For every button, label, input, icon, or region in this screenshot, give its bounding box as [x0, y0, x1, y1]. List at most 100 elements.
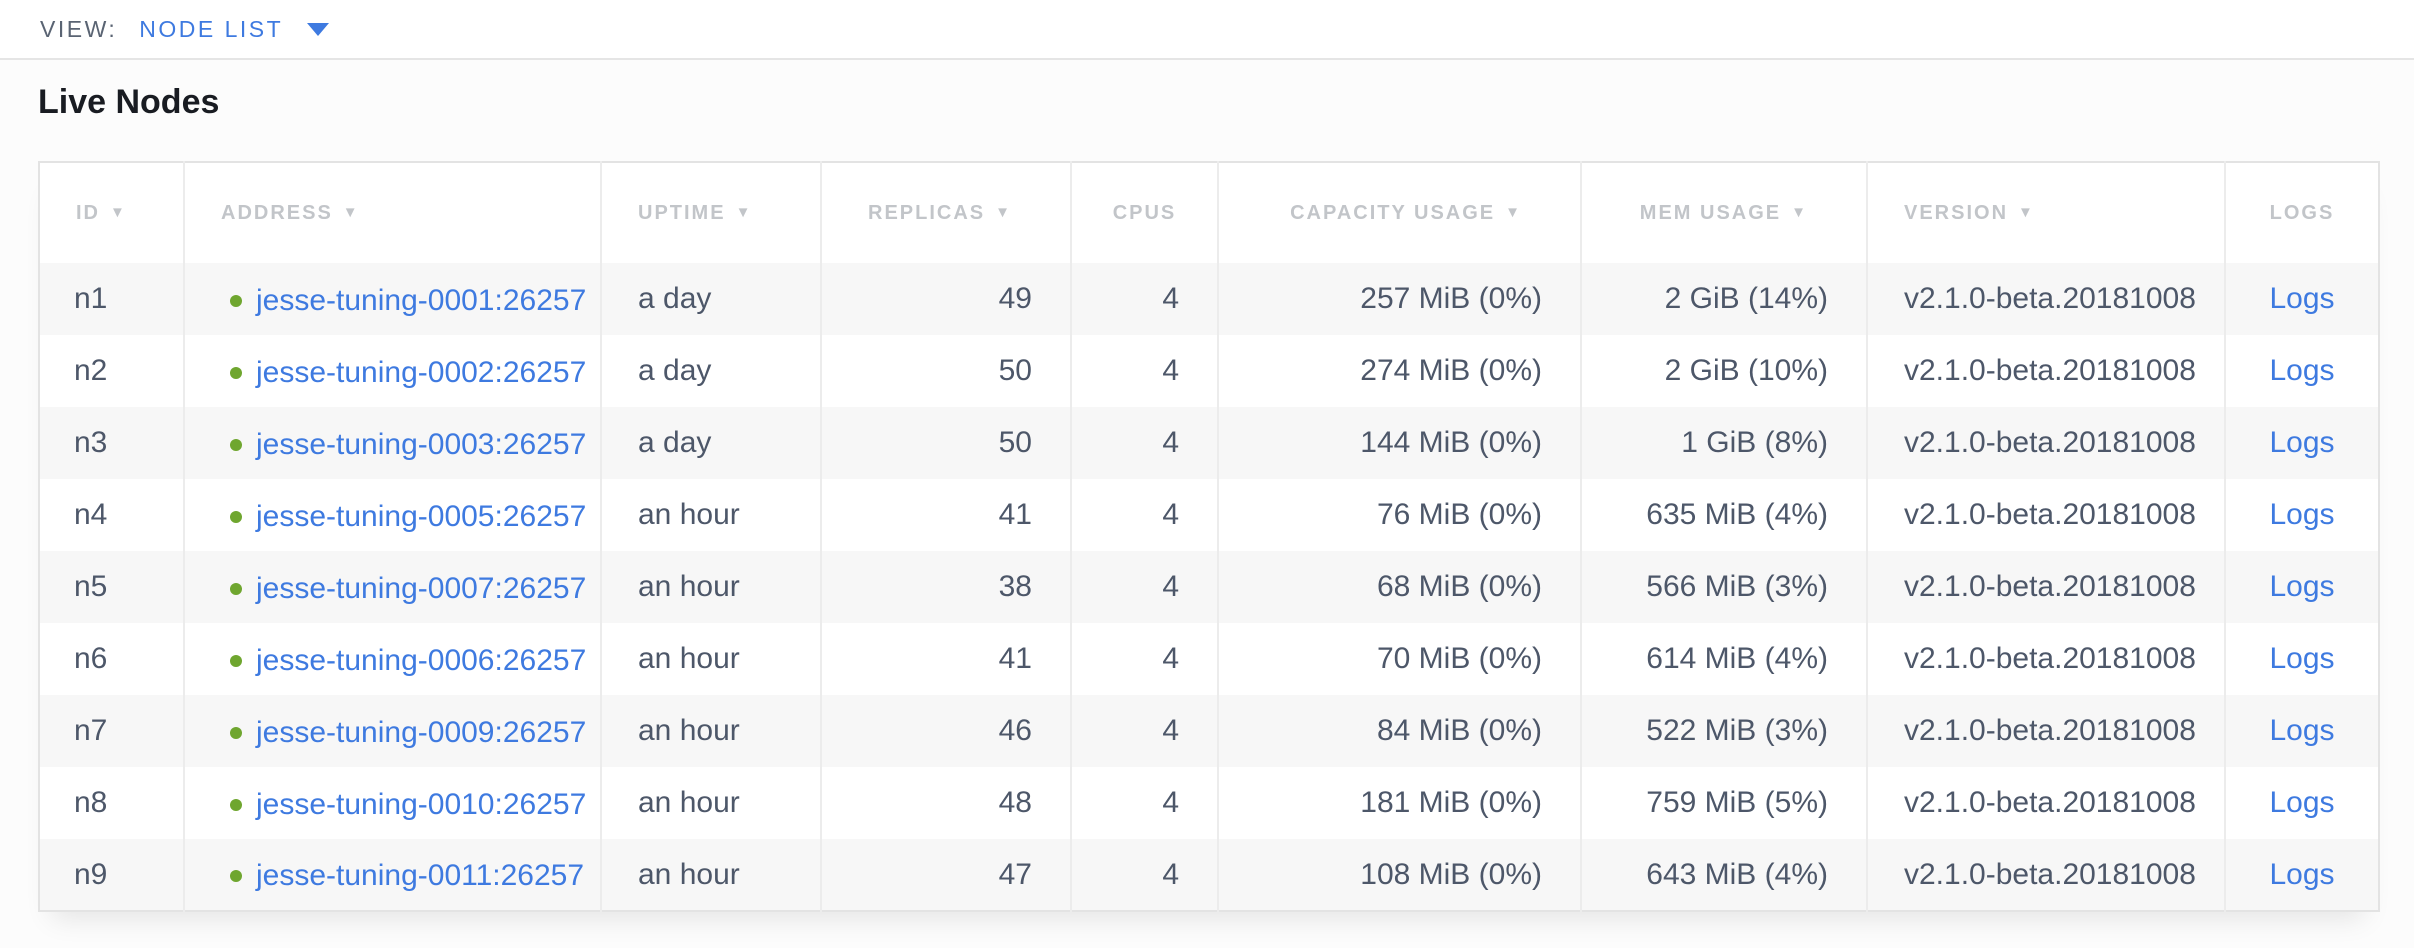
node-version-cell: v2.1.0-beta.20181008 — [1867, 695, 2226, 767]
node-status-up-icon — [230, 798, 242, 811]
node-status-up-icon — [230, 582, 242, 595]
node-mem-cell: 614 MiB (4%) — [1581, 623, 1868, 695]
node-address-cell: jesse-tuning-0010:26257 — [184, 767, 602, 839]
node-capacity-cell: 108 MiB (0%) — [1218, 839, 1582, 911]
node-uptime-cell: an hour — [601, 479, 822, 551]
node-address-link[interactable]: jesse-tuning-0011:26257 — [230, 859, 584, 893]
node-address-cell: jesse-tuning-0011:26257 — [184, 839, 602, 911]
node-cpus-cell: 4 — [1071, 407, 1219, 479]
column-label: VERSION — [1904, 201, 2009, 224]
node-logs-cell: Logs — [2225, 479, 2379, 551]
node-id-cell: n8 — [39, 767, 185, 839]
view-bar: VIEW: NODE LIST — [0, 0, 2414, 60]
node-logs-cell: Logs — [2225, 839, 2379, 911]
sort-desc-icon: ▼ — [1791, 203, 1808, 221]
column-header-cpus: CPUS — [1071, 162, 1219, 263]
node-row: n3 jesse-tuning-0003:26257 a day 50 4 144 MiB… — [39, 407, 2379, 479]
node-mem-cell: 643 MiB (4%) — [1581, 839, 1868, 911]
node-status-up-icon — [230, 654, 242, 667]
node-address-link[interactable]: jesse-tuning-0001:26257 — [230, 284, 586, 318]
node-logs-link[interactable]: Logs — [2269, 354, 2335, 387]
node-row: n6 jesse-tuning-0006:26257 an hour 41 4 70 Mi… — [39, 623, 2379, 695]
column-header-mem[interactable]: MEM USAGE ▼ — [1581, 162, 1868, 263]
node-uptime-cell: a day — [601, 407, 822, 479]
node-replicas-cell: 50 — [821, 335, 1072, 407]
node-replicas-cell: 49 — [821, 263, 1072, 335]
node-address-link[interactable]: jesse-tuning-0002:26257 — [230, 356, 586, 390]
node-row: n8 jesse-tuning-0010:26257 an hour 48 4 181 M… — [39, 767, 2379, 839]
node-logs-link[interactable]: Logs — [2269, 786, 2335, 819]
node-mem-cell: 566 MiB (3%) — [1581, 551, 1868, 623]
node-replicas-cell: 38 — [821, 551, 1072, 623]
chevron-down-icon — [307, 22, 330, 36]
page-title: Live Nodes — [38, 83, 220, 121]
node-replicas-cell: 46 — [821, 695, 1072, 767]
node-status-up-icon — [230, 510, 242, 523]
node-address-cell: jesse-tuning-0007:26257 — [184, 551, 602, 623]
node-address-link[interactable]: jesse-tuning-0007:26257 — [230, 572, 586, 606]
node-id-cell: n1 — [39, 263, 185, 335]
node-logs-link[interactable]: Logs — [2269, 498, 2335, 531]
node-replicas-cell: 50 — [821, 407, 1072, 479]
node-address-text: jesse-tuning-0011:26257 — [256, 859, 585, 892]
column-header-replicas[interactable]: REPLICAS ▼ — [821, 162, 1072, 263]
node-logs-link[interactable]: Logs — [2269, 426, 2335, 459]
node-address-link[interactable]: jesse-tuning-0010:26257 — [230, 788, 586, 822]
sort-desc-icon: ▼ — [735, 203, 753, 221]
node-logs-cell: Logs — [2225, 407, 2379, 479]
node-address-link[interactable]: jesse-tuning-0005:26257 — [230, 500, 586, 534]
node-replicas-cell: 47 — [821, 839, 1072, 911]
column-label: ADDRESS — [221, 201, 333, 224]
node-address-cell: jesse-tuning-0003:26257 — [184, 407, 602, 479]
node-capacity-cell: 76 MiB (0%) — [1218, 479, 1582, 551]
node-status-up-icon — [230, 366, 242, 379]
sort-desc-icon: ▼ — [995, 203, 1012, 221]
view-selector[interactable]: NODE LIST — [139, 16, 330, 43]
node-cpus-cell: 4 — [1071, 767, 1219, 839]
node-capacity-cell: 68 MiB (0%) — [1218, 551, 1582, 623]
node-logs-link[interactable]: Logs — [2269, 570, 2335, 603]
column-header-uptime[interactable]: UPTIME ▼ — [601, 162, 822, 263]
node-uptime-cell: an hour — [601, 767, 822, 839]
view-label: VIEW: — [40, 15, 118, 42]
node-cpus-cell: 4 — [1071, 335, 1219, 407]
node-cpus-cell: 4 — [1071, 263, 1219, 335]
node-id-cell: n2 — [39, 335, 185, 407]
node-version-cell: v2.1.0-beta.20181008 — [1867, 551, 2226, 623]
sort-desc-icon: ▼ — [2018, 203, 2035, 221]
column-header-version[interactable]: VERSION ▼ — [1867, 162, 2226, 263]
node-address-text: jesse-tuning-0006:26257 — [256, 643, 587, 677]
node-address-cell: jesse-tuning-0009:26257 — [184, 695, 602, 767]
node-mem-cell: 635 MiB (4%) — [1581, 479, 1868, 551]
column-header-address[interactable]: ADDRESS ▼ — [184, 162, 602, 263]
node-logs-cell: Logs — [2225, 695, 2379, 767]
node-logs-link[interactable]: Logs — [2269, 857, 2335, 891]
node-row: n1 jesse-tuning-0001:26257 a day 49 4 257 MiB… — [39, 263, 2379, 335]
node-mem-cell: 1 GiB (8%) — [1581, 407, 1868, 479]
node-logs-link[interactable]: Logs — [2269, 282, 2335, 315]
node-capacity-cell: 274 MiB (0%) — [1218, 335, 1582, 407]
column-label: CPUS — [1112, 201, 1177, 224]
node-capacity-cell: 70 MiB (0%) — [1218, 623, 1582, 695]
node-capacity-cell: 181 MiB (0%) — [1218, 767, 1582, 839]
column-header-id[interactable]: ID ▼ — [39, 162, 185, 263]
node-address-link[interactable]: jesse-tuning-0009:26257 — [230, 716, 586, 750]
node-id-cell: n4 — [39, 479, 185, 551]
node-address-cell: jesse-tuning-0005:26257 — [184, 479, 602, 551]
node-status-up-icon — [230, 438, 242, 451]
node-mem-cell: 2 GiB (14%) — [1581, 263, 1868, 335]
node-logs-link[interactable]: Logs — [2269, 642, 2335, 675]
node-capacity-cell: 144 MiB (0%) — [1218, 407, 1582, 479]
node-mem-cell: 522 MiB (3%) — [1581, 695, 1868, 767]
node-address-link[interactable]: jesse-tuning-0006:26257 — [230, 644, 586, 678]
node-address-link[interactable]: jesse-tuning-0003:26257 — [230, 428, 586, 462]
node-id-cell: n7 — [39, 695, 185, 767]
node-address-cell: jesse-tuning-0002:26257 — [184, 335, 602, 407]
column-label: LOGS — [2269, 201, 2335, 224]
node-uptime-cell: a day — [601, 335, 822, 407]
node-uptime-cell: an hour — [601, 623, 822, 695]
node-logs-link[interactable]: Logs — [2269, 714, 2335, 747]
column-header-capacity[interactable]: CAPACITY USAGE ▼ — [1218, 162, 1582, 263]
node-row: n5 jesse-tuning-0007:26257 an hour 38 4 68 Mi… — [39, 551, 2379, 623]
node-row: n2 jesse-tuning-0002:26257 a day 50 4 274 MiB… — [39, 335, 2379, 407]
